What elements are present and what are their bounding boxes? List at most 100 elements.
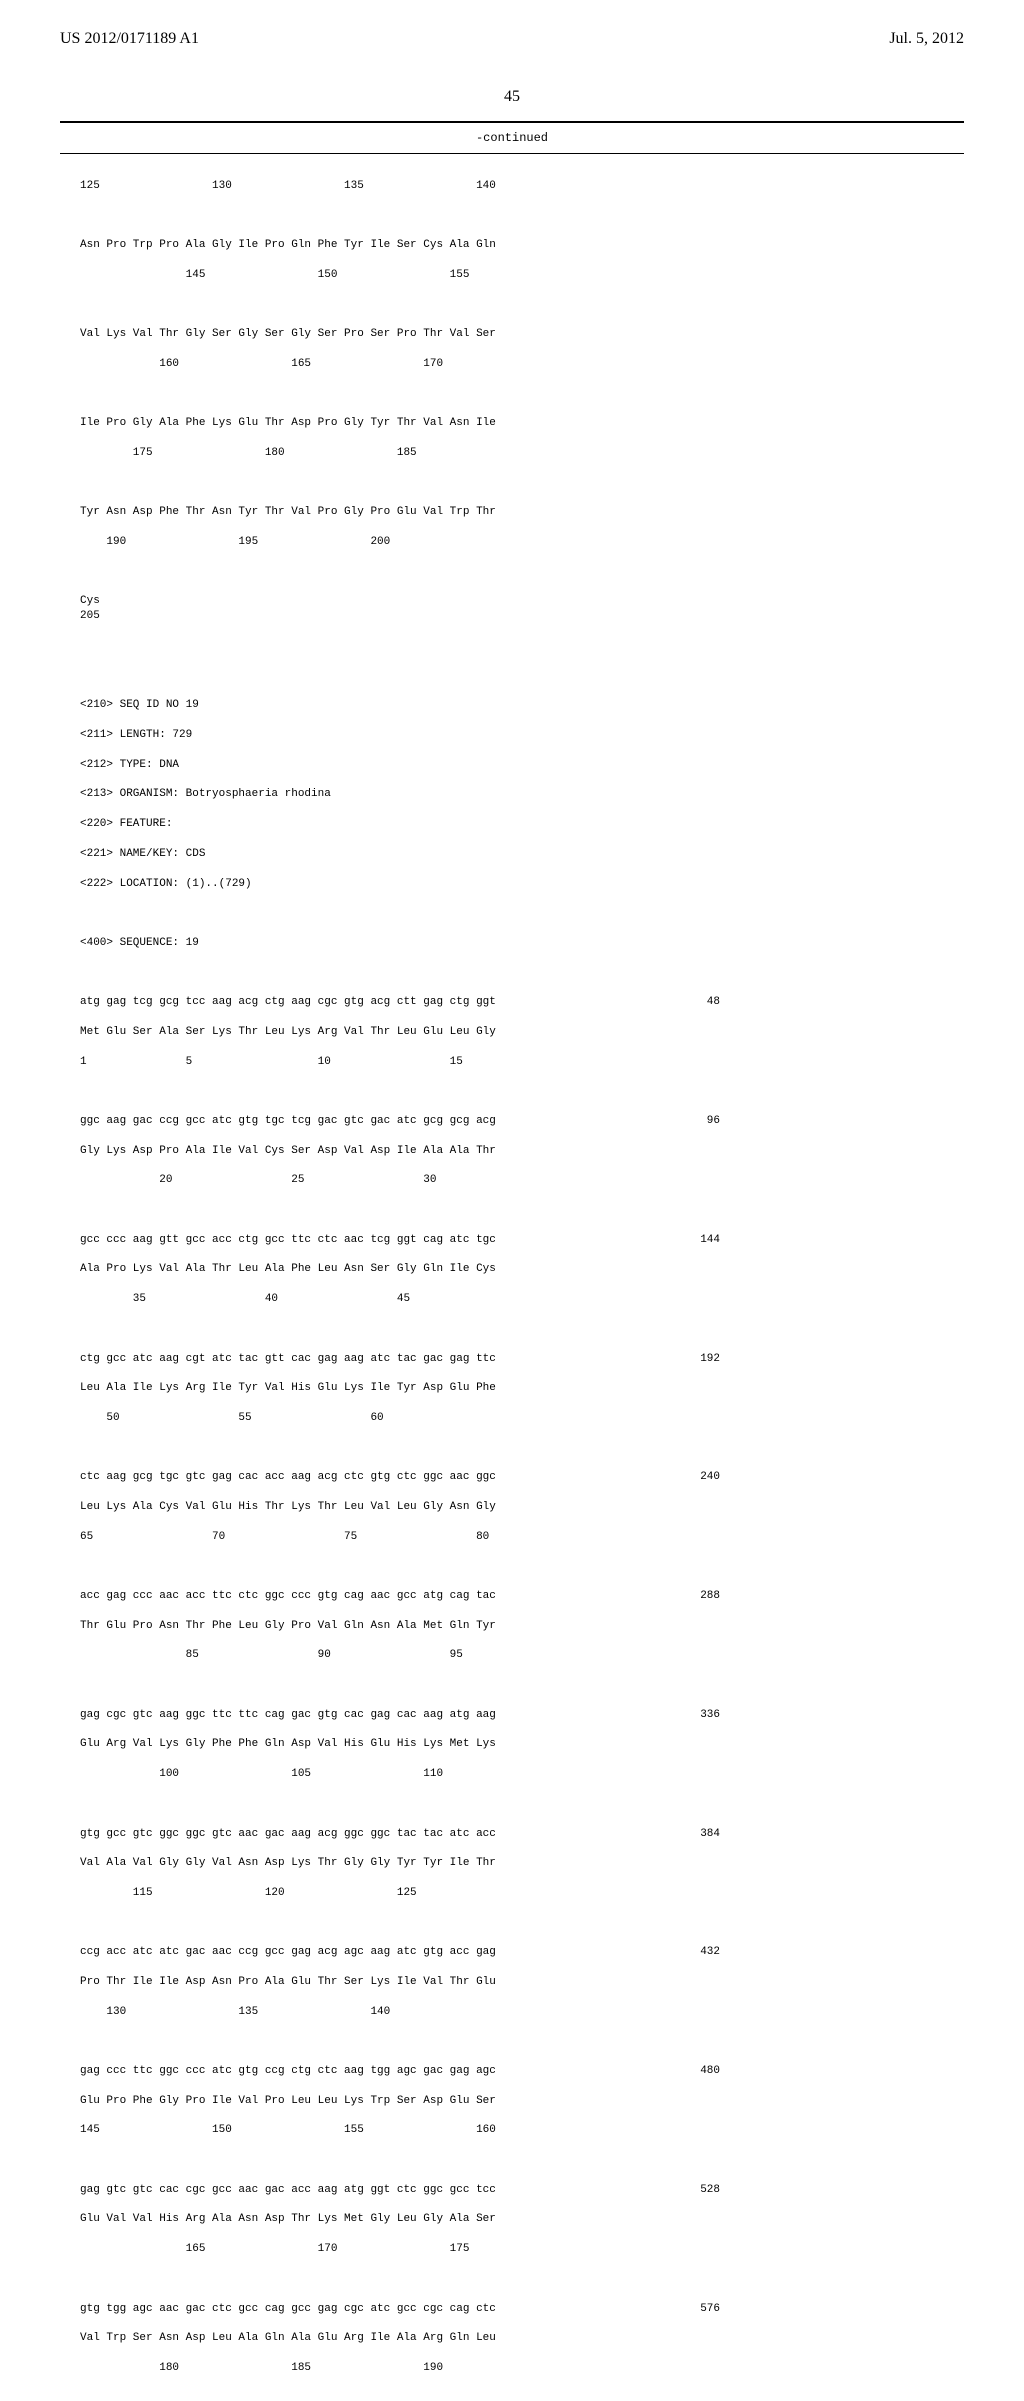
spacer bbox=[80, 565, 944, 580]
seq-block: gag ccc ttc ggc ccc atc gtg ccg ctg ctc … bbox=[80, 2064, 720, 2079]
seq-block: gtg gcc gtc ggc ggc gtc aac gac aag acg … bbox=[80, 1827, 720, 1842]
aa-row: Gly Lys Asp Pro Ala Ile Val Cys Ser Asp … bbox=[80, 1144, 944, 1159]
seq-block: gag cgc gtc aag ggc ttc ttc cag gac gtg … bbox=[80, 1708, 720, 1723]
meta-row: <222> LOCATION: (1)..(729) bbox=[80, 877, 944, 892]
spacer bbox=[80, 1203, 944, 1218]
spacer bbox=[80, 1441, 944, 1456]
meta-row: <400> SEQUENCE: 19 bbox=[80, 936, 944, 951]
pos-row: 50 55 60 bbox=[80, 1411, 944, 1426]
aa-row: Tyr Asn Asp Phe Thr Asn Tyr Thr Val Pro … bbox=[80, 505, 944, 520]
aa-row: Leu Lys Ala Cys Val Glu His Thr Lys Thr … bbox=[80, 1500, 944, 1515]
pos-row: 20 25 30 bbox=[80, 1173, 944, 1188]
pos-row: 35 40 45 bbox=[80, 1292, 944, 1307]
aa-row: Asn Pro Trp Pro Ala Gly Ile Pro Gln Phe … bbox=[80, 238, 944, 253]
seq-num: 480 bbox=[670, 2064, 720, 2079]
aa-row: Glu Val Val His Arg Ala Asn Asp Thr Lys … bbox=[80, 2212, 944, 2227]
dna-row: ctc aag gcg tgc gtc gag cac acc aag acg … bbox=[80, 1470, 670, 1485]
spacer bbox=[80, 1797, 944, 1812]
spacer bbox=[80, 906, 944, 921]
pos-row: 130 135 140 bbox=[80, 2005, 944, 2020]
spacer bbox=[80, 1916, 944, 1931]
seq-block: gag gtc gtc cac cgc gcc aac gac acc aag … bbox=[80, 2183, 720, 2198]
pos-row: 175 180 185 bbox=[80, 446, 944, 461]
spacer bbox=[80, 298, 944, 313]
meta-row: <213> ORGANISM: Botryosphaeria rhodina bbox=[80, 787, 944, 802]
seq-block: acc gag ccc aac acc ttc ctc ggc ccc gtg … bbox=[80, 1589, 720, 1604]
dna-row: gcc ccc aag gtt gcc acc ctg gcc ttc ctc … bbox=[80, 1233, 670, 1248]
spacer bbox=[80, 2272, 944, 2287]
seq-num: 192 bbox=[670, 1352, 720, 1367]
pos-row: 190 195 200 bbox=[80, 535, 944, 550]
pos-row: 160 165 170 bbox=[80, 357, 944, 372]
spacer bbox=[80, 2034, 944, 2049]
seq-block: ctg gcc atc aag cgt atc tac gtt cac gag … bbox=[80, 1352, 720, 1367]
seq-num: 336 bbox=[670, 1708, 720, 1723]
dna-row: gtg tgg agc aac gac ctc gcc cag gcc gag … bbox=[80, 2302, 670, 2317]
dna-row: gag ccc ttc ggc ccc atc gtg ccg ctg ctc … bbox=[80, 2064, 670, 2079]
dna-row: ctg gcc atc aag cgt atc tac gtt cac gag … bbox=[80, 1352, 670, 1367]
spacer bbox=[80, 669, 944, 684]
seq-num: 528 bbox=[670, 2183, 720, 2198]
spacer bbox=[80, 2153, 944, 2168]
pos-row: 180 185 190 bbox=[80, 2361, 944, 2376]
page-header: US 2012/0171189 A1 Jul. 5, 2012 bbox=[0, 0, 1024, 58]
aa-row: Val Trp Ser Asn Asp Leu Ala Gln Ala Glu … bbox=[80, 2331, 944, 2346]
spacer bbox=[80, 1322, 944, 1337]
aa-row: Leu Ala Ile Lys Arg Ile Tyr Val His Glu … bbox=[80, 1381, 944, 1396]
seq-block: ctc aag gcg tgc gtc gag cac acc aag acg … bbox=[80, 1470, 720, 1485]
dna-row: gag cgc gtc aag ggc ttc ttc cag gac gtg … bbox=[80, 1708, 670, 1723]
top-divider bbox=[60, 121, 964, 123]
meta-row: <221> NAME/KEY: CDS bbox=[80, 847, 944, 862]
aa-row: Val Lys Val Thr Gly Ser Gly Ser Gly Ser … bbox=[80, 327, 944, 342]
meta-row: <220> FEATURE: bbox=[80, 817, 944, 832]
meta-row: <212> TYPE: DNA bbox=[80, 758, 944, 773]
spacer bbox=[80, 1084, 944, 1099]
pos-row: 145 150 155 160 bbox=[80, 2123, 944, 2138]
seq-num: 288 bbox=[670, 1589, 720, 1604]
pos-row: 100 105 110 bbox=[80, 1767, 944, 1782]
position-row: 125 130 135 140 bbox=[80, 179, 944, 194]
seq-num: 432 bbox=[670, 1945, 720, 1960]
meta-row: <210> SEQ ID NO 19 bbox=[80, 698, 944, 713]
spacer bbox=[80, 387, 944, 402]
aa-row: Val Ala Val Gly Gly Val Asn Asp Lys Thr … bbox=[80, 1856, 944, 1871]
pos-row: 65 70 75 80 bbox=[80, 1530, 944, 1545]
dna-row: gag gtc gtc cac cgc gcc aac gac acc aag … bbox=[80, 2183, 670, 2198]
seq-block: ggc aag gac ccg gcc atc gtg tgc tcg gac … bbox=[80, 1114, 720, 1129]
seq-block: ccg acc atc atc gac aac ccg gcc gag acg … bbox=[80, 1945, 720, 1960]
pos-row: 85 90 95 bbox=[80, 1648, 944, 1663]
dna-row: atg gag tcg gcg tcc aag acg ctg aag cgc … bbox=[80, 995, 670, 1010]
dna-row: acc gag ccc aac acc ttc ctc ggc ccc gtg … bbox=[80, 1589, 670, 1604]
publication-date: Jul. 5, 2012 bbox=[889, 30, 964, 48]
pos-row: 1 5 10 15 bbox=[80, 1055, 944, 1070]
cys-row: Cys 205 bbox=[80, 594, 944, 624]
seq-block: atg gag tcg gcg tcc aag acg ctg aag cgc … bbox=[80, 995, 720, 1010]
page-number: 45 bbox=[0, 88, 1024, 106]
aa-row: Pro Thr Ile Ile Asp Asn Pro Ala Glu Thr … bbox=[80, 1975, 944, 1990]
aa-row: Glu Arg Val Lys Gly Phe Phe Gln Asp Val … bbox=[80, 1737, 944, 1752]
seq-num: 240 bbox=[670, 1470, 720, 1485]
seq-num: 384 bbox=[670, 1827, 720, 1842]
seq-block: gcc ccc aag gtt gcc acc ctg gcc ttc ctc … bbox=[80, 1233, 720, 1248]
pos-row: 145 150 155 bbox=[80, 268, 944, 283]
aa-row: Thr Glu Pro Asn Thr Phe Leu Gly Pro Val … bbox=[80, 1619, 944, 1634]
pos-row: 165 170 175 bbox=[80, 2242, 944, 2257]
spacer bbox=[80, 966, 944, 981]
meta-row: <211> LENGTH: 729 bbox=[80, 728, 944, 743]
spacer bbox=[80, 1559, 944, 1574]
seq-num: 576 bbox=[670, 2302, 720, 2317]
aa-row: Ala Pro Lys Val Ala Thr Leu Ala Phe Leu … bbox=[80, 1262, 944, 1277]
dna-row: ggc aag gac ccg gcc atc gtg tgc tcg gac … bbox=[80, 1114, 670, 1129]
dna-row: gtg gcc gtc ggc ggc gtc aac gac aag acg … bbox=[80, 1827, 670, 1842]
seq-num: 48 bbox=[670, 995, 720, 1010]
aa-row: Glu Pro Phe Gly Pro Ile Val Pro Leu Leu … bbox=[80, 2094, 944, 2109]
seq-num: 144 bbox=[670, 1233, 720, 1248]
aa-row: Ile Pro Gly Ala Phe Lys Glu Thr Asp Pro … bbox=[80, 416, 944, 431]
spacer bbox=[80, 209, 944, 224]
dna-row: ccg acc atc atc gac aac ccg gcc gag acg … bbox=[80, 1945, 670, 1960]
seq-num: 96 bbox=[670, 1114, 720, 1129]
pos-row: 115 120 125 bbox=[80, 1886, 944, 1901]
publication-number: US 2012/0171189 A1 bbox=[60, 30, 199, 48]
continued-label: -continued bbox=[0, 131, 1024, 145]
spacer bbox=[80, 476, 944, 491]
